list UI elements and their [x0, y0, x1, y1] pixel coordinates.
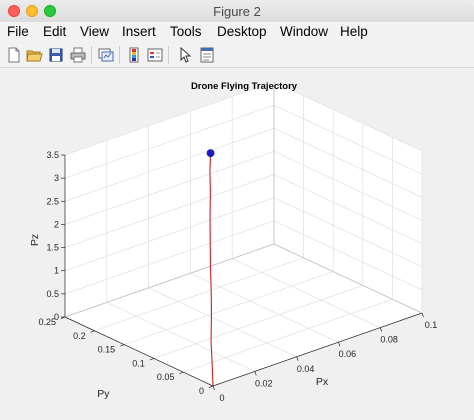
z-tick-label: 3.5	[46, 150, 59, 160]
grid-line	[64, 104, 275, 179]
x-tick-mark	[254, 371, 257, 376]
x-tick-mark	[212, 385, 215, 391]
trajectory-chart[interactable]: 00.020.040.060.080.100.050.10.150.20.250…	[0, 68, 474, 420]
menu-insert[interactable]: Insert	[122, 24, 156, 39]
y-axis-label: Py	[97, 388, 110, 400]
grid-line	[64, 81, 275, 156]
title-bar: Figure 2	[0, 0, 474, 23]
grid-line	[64, 197, 275, 272]
x-tick-mark	[338, 342, 341, 347]
grid-line	[273, 151, 423, 221]
plot-area[interactable]: 0 0.02 0.04 0.06 0.08 0.1 0 0.05 0.1 0.15 0.2 0.25 0…	[0, 68, 474, 420]
new-figure-icon[interactable]	[5, 46, 23, 64]
pointer-icon[interactable]	[176, 46, 194, 64]
grid-line	[106, 302, 255, 372]
minimize-window-button[interactable]	[26, 5, 38, 17]
z-tick-label: 0.5	[46, 289, 59, 299]
y-tick-label: 0.15	[98, 345, 116, 355]
menu-help[interactable]: Help	[340, 24, 368, 39]
x-tick-label: 0.1	[425, 320, 438, 330]
x-tick-label: 0	[219, 393, 224, 403]
z-tick-label: 3	[54, 173, 59, 183]
menu-tools[interactable]: Tools	[170, 24, 202, 39]
z-tick-label: 2.5	[46, 196, 59, 206]
toolbar-separator	[168, 46, 169, 64]
x-tick-label: 0.04	[297, 364, 315, 374]
endpoint-marker	[206, 149, 215, 158]
grid-line	[148, 287, 297, 358]
grid-line	[273, 220, 423, 291]
z-tick-label: 1	[54, 266, 59, 276]
floor-pane	[65, 244, 422, 386]
link-plot-icon[interactable]	[97, 46, 115, 64]
x-axis-line	[212, 312, 423, 387]
z-axis-label: Pz	[29, 234, 41, 246]
chart-title: Drone Flying Trajectory	[191, 81, 298, 92]
pane-edge	[64, 243, 275, 318]
figure-toolbar	[0, 43, 474, 68]
y-tick-label: 0.05	[157, 372, 175, 382]
trajectory-segment	[209, 171, 211, 193]
z-tick-label: 0	[54, 312, 59, 322]
pane-edge	[273, 243, 423, 314]
x-tick-label: 0.06	[339, 349, 357, 359]
legend-icon[interactable]	[146, 46, 164, 64]
menu-bar: File Edit View Insert Tools Desktop Wind…	[0, 22, 474, 42]
x-tick-label: 0.02	[255, 378, 273, 388]
grid-line	[273, 197, 423, 268]
toolbar-separator	[91, 46, 92, 64]
grid-line	[64, 174, 275, 248]
grid-line	[273, 127, 423, 198]
x-tick-mark	[296, 356, 299, 361]
trajectory-segment	[209, 266, 212, 292]
x-tick-mark	[379, 327, 383, 332]
colorbar-icon[interactable]	[125, 46, 143, 64]
y-tick-mark	[208, 385, 214, 388]
grid-line	[190, 272, 339, 343]
window-title: Figure 2	[213, 4, 261, 19]
trajectory-segment	[210, 340, 213, 365]
x-tick-label: 0.08	[380, 335, 398, 345]
grid-line	[94, 257, 304, 332]
y-tick-label: 0.25	[38, 317, 56, 327]
y-tick-mark	[90, 330, 95, 333]
grid-line	[273, 174, 423, 244]
y-axis-line	[64, 316, 214, 387]
grid-line	[64, 220, 275, 295]
side-wall-pane	[274, 82, 422, 313]
x-tick-mark	[421, 312, 424, 318]
menu-desktop[interactable]: Desktop	[217, 24, 267, 39]
trajectory-segment	[211, 364, 214, 387]
grid-line	[64, 127, 275, 202]
menu-window[interactable]: Window	[280, 24, 329, 39]
grid-line	[64, 151, 275, 225]
toolbar-separator	[119, 46, 120, 64]
z-tick-label: 2	[54, 219, 59, 229]
grid-line	[183, 298, 393, 373]
x-axis-label: Px	[316, 376, 329, 388]
maximize-window-button[interactable]	[44, 5, 56, 17]
close-window-button[interactable]	[8, 5, 20, 17]
menu-file[interactable]: File	[7, 24, 29, 39]
y-tick-label: 0.1	[132, 358, 145, 368]
property-editor-icon[interactable]	[198, 46, 216, 64]
open-file-icon[interactable]	[25, 46, 43, 64]
grid-line	[232, 258, 381, 328]
y-tick-label: 0.2	[73, 331, 86, 341]
grid-line	[273, 81, 423, 152]
y-tick-label: 0	[199, 386, 204, 396]
y-tick-mark	[179, 371, 184, 375]
grid-line	[124, 271, 334, 345]
y-tick-mark	[120, 344, 125, 347]
print-icon[interactable]	[69, 46, 87, 64]
back-wall-pane	[65, 82, 274, 317]
save-icon[interactable]	[47, 46, 65, 64]
y-tick-mark	[149, 358, 154, 361]
grid-line	[153, 285, 363, 359]
z-tick-label: 1.5	[46, 243, 59, 253]
grid-line	[273, 104, 423, 175]
menu-edit[interactable]: Edit	[43, 24, 67, 39]
menu-view[interactable]: View	[80, 24, 110, 39]
